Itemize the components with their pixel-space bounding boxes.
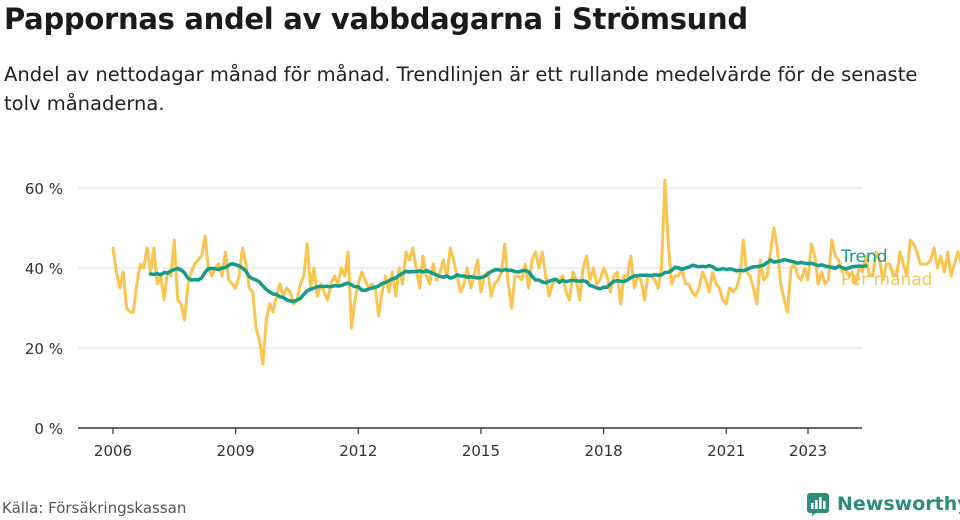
series-line-trend [148,257,868,304]
newsworthy-logo-icon [807,493,829,516]
brand-name: Newsworthy [837,493,960,515]
x-tick-label-2012: 2012 [339,442,377,460]
x-tick-label-2023: 2023 [789,442,827,460]
legend-label-per-manad: Per månad [841,269,932,290]
chart-subtitle: Andel av nettodagar månad för månad. Tre… [4,63,918,115]
x-tick-label-2015: 2015 [462,442,500,460]
chart-title: Pappornas andel av vabbdagarna i Strömsu… [4,2,748,36]
line-chart: 0 % 20 % 40 % 60 % 2006 2009 2012 2015 2018 2021 2… [25,178,960,460]
brand-logo-link[interactable]: Newsworthy [806,490,960,518]
series-line-per-manad [111,178,960,366]
x-tick-label-2006: 2006 [94,442,132,460]
y-tick-label-20: 20 % [25,340,63,358]
y-tick-label-0: 0 % [34,420,63,438]
legend-label-trend: Trend [840,247,888,267]
x-tick-label-2009: 2009 [217,442,255,460]
y-tick-label-60: 60 % [25,180,63,198]
x-tick-label-2018: 2018 [584,442,622,460]
y-tick-label-40: 40 % [25,260,63,278]
source-note: Källa: Försäkringskassan [2,499,187,517]
x-tick-label-2021: 2021 [707,442,745,460]
